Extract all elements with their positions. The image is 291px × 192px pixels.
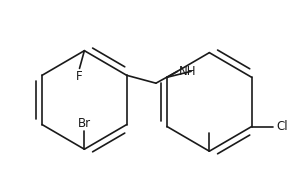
- Text: Cl: Cl: [276, 120, 288, 133]
- Text: Br: Br: [78, 117, 91, 130]
- Text: F: F: [76, 70, 83, 83]
- Text: NH: NH: [179, 65, 196, 78]
